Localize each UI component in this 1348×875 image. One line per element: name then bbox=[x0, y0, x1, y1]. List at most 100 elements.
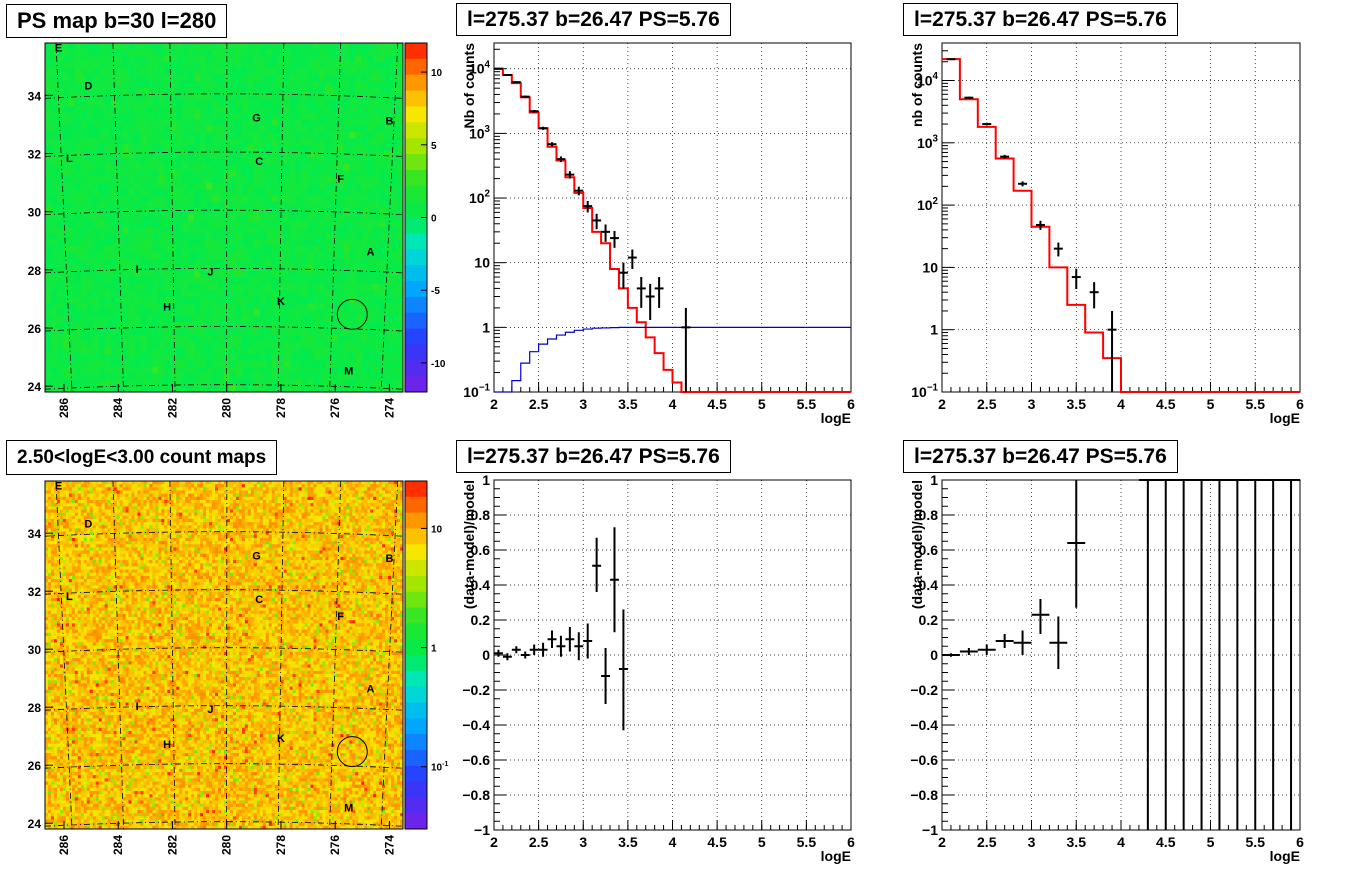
map-pixel bbox=[74, 188, 82, 196]
map-pixel bbox=[364, 506, 368, 510]
map-pixel bbox=[86, 290, 94, 298]
map-pixel bbox=[295, 506, 299, 510]
map-pixel bbox=[229, 277, 237, 285]
map-pixel bbox=[62, 347, 70, 355]
map-pixel bbox=[212, 227, 219, 234]
map-pixel bbox=[98, 106, 106, 114]
map-pixel bbox=[68, 74, 76, 82]
map-pixel bbox=[355, 366, 362, 374]
map-pixel bbox=[56, 284, 64, 291]
map-pixel bbox=[229, 315, 237, 323]
map-pixel bbox=[182, 131, 189, 139]
map-pixel bbox=[280, 509, 285, 514]
map-pixel bbox=[62, 277, 70, 285]
map-pixel bbox=[122, 176, 129, 183]
map-pixel bbox=[98, 239, 106, 247]
map-pixel bbox=[265, 499, 270, 504]
map-pixel bbox=[283, 157, 291, 164]
map-pixel bbox=[62, 195, 70, 203]
map-pixel bbox=[289, 93, 296, 101]
map-pixel bbox=[349, 490, 353, 495]
map-pixel bbox=[343, 112, 350, 120]
map-pixel bbox=[355, 258, 362, 266]
map-pixel bbox=[128, 220, 135, 228]
map-pixel bbox=[247, 201, 255, 209]
map-pixel bbox=[373, 188, 380, 196]
map-pixel bbox=[116, 353, 123, 361]
map-pixel bbox=[397, 239, 404, 247]
map-pixel bbox=[74, 106, 82, 114]
map-pixel bbox=[152, 62, 159, 69]
map-pixel bbox=[358, 506, 362, 510]
map-pixel bbox=[221, 490, 225, 495]
map-pixel bbox=[367, 125, 374, 133]
map-pixel bbox=[188, 284, 195, 291]
map-pixel bbox=[385, 372, 392, 380]
map-pixel bbox=[194, 303, 201, 310]
map-pixel bbox=[325, 176, 332, 183]
longitude-gridline bbox=[277, 42, 285, 393]
map-pixel bbox=[313, 131, 320, 139]
map-pixel bbox=[253, 169, 261, 177]
map-pixel bbox=[361, 284, 368, 291]
map-pixel bbox=[340, 503, 344, 507]
map-pixel bbox=[373, 366, 380, 374]
map-pixel bbox=[45, 328, 52, 336]
map-pixel bbox=[45, 227, 52, 234]
map-pixel bbox=[289, 227, 296, 234]
map-pixel bbox=[98, 341, 106, 348]
map-pixel bbox=[253, 271, 261, 279]
map-pixel bbox=[265, 227, 273, 234]
map-pixel bbox=[361, 509, 365, 514]
map-pixel bbox=[158, 328, 165, 336]
map-pixel bbox=[367, 341, 374, 348]
map-pixel bbox=[170, 252, 177, 260]
map-pixel bbox=[229, 138, 237, 145]
map-pixel bbox=[215, 487, 219, 491]
map-pixel bbox=[295, 157, 302, 164]
map-pixel bbox=[146, 284, 153, 291]
map-pixel bbox=[194, 112, 201, 120]
map-pixel bbox=[325, 353, 332, 361]
map-pixel bbox=[206, 220, 213, 228]
map-pixel bbox=[62, 144, 70, 152]
map-pixel bbox=[122, 81, 129, 88]
map-pixel bbox=[385, 493, 389, 498]
map-pixel bbox=[212, 315, 219, 323]
map-pixel bbox=[122, 271, 129, 279]
map-pixel bbox=[62, 169, 70, 177]
map-pixel bbox=[241, 271, 249, 279]
map-pixel bbox=[140, 144, 147, 152]
map-pixel bbox=[77, 493, 82, 498]
map-pixel bbox=[221, 493, 225, 498]
map-pixel bbox=[206, 503, 210, 507]
map-pixel bbox=[56, 341, 64, 348]
map-pixel bbox=[128, 481, 132, 485]
map-pixel bbox=[92, 385, 100, 393]
map-pixel bbox=[200, 499, 204, 504]
map-pixel bbox=[122, 233, 129, 241]
map-pixel bbox=[319, 239, 326, 247]
map-pixel bbox=[158, 93, 165, 101]
map-pixel bbox=[349, 169, 356, 177]
map-pixel bbox=[295, 106, 302, 114]
map-pixel bbox=[247, 341, 255, 348]
map-pixel bbox=[295, 271, 302, 279]
map-pixel bbox=[170, 284, 177, 291]
map-pixel bbox=[140, 328, 147, 336]
map-pixel bbox=[277, 207, 285, 215]
map-pixel bbox=[176, 195, 183, 203]
map-pixel bbox=[319, 214, 326, 222]
map-pixel bbox=[200, 493, 204, 498]
map-pixel bbox=[232, 496, 237, 501]
map-pixel bbox=[98, 62, 106, 69]
map-pixel bbox=[397, 214, 404, 222]
map-pixel bbox=[152, 176, 159, 183]
map-pixel bbox=[259, 74, 267, 82]
map-pixel bbox=[370, 499, 374, 504]
map-pixel bbox=[134, 487, 138, 491]
map-pixel bbox=[268, 503, 273, 507]
map-pixel bbox=[283, 182, 291, 190]
map-pixel bbox=[247, 258, 255, 266]
map-pixel bbox=[143, 509, 147, 514]
